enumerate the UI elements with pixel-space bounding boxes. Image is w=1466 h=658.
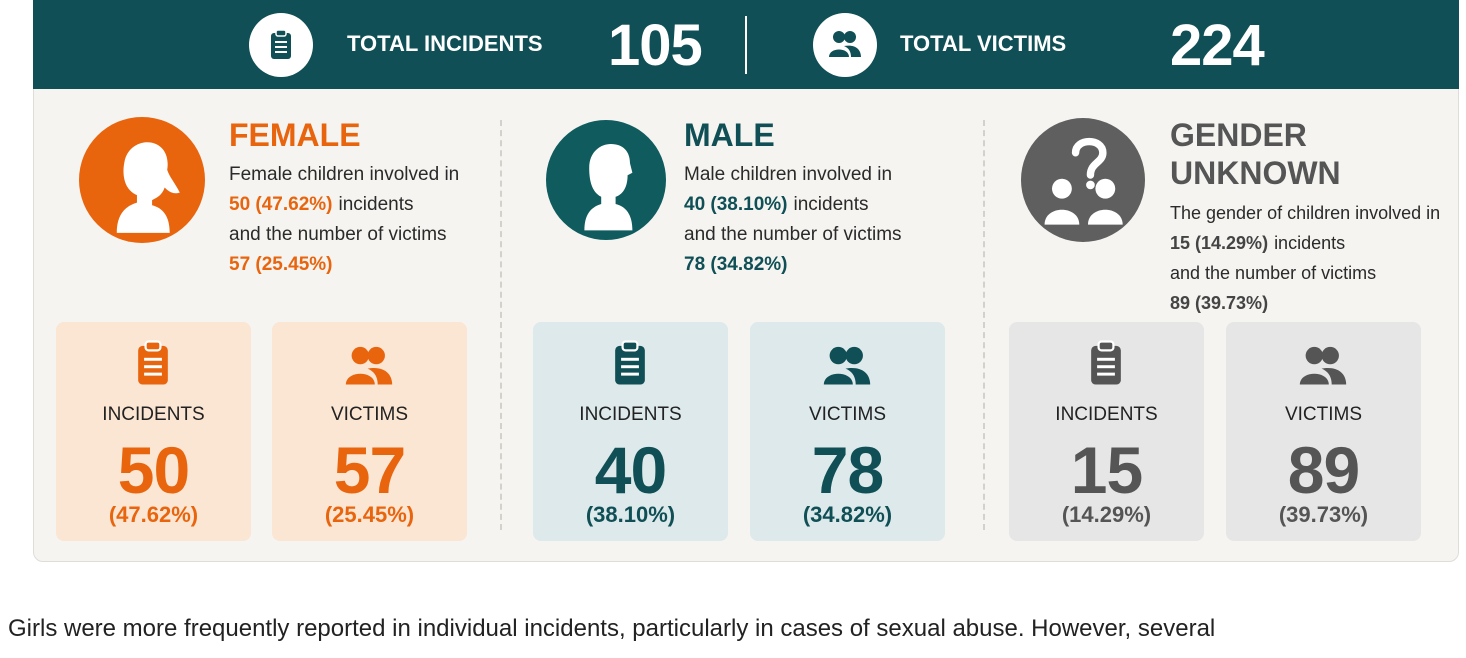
card-count: 57 xyxy=(272,432,467,508)
description-text: incidents xyxy=(794,194,869,215)
stat-card: VICTIMS 57(25.45%) xyxy=(272,322,467,541)
description-text: and the number of victims xyxy=(229,220,459,250)
stat-card: INCIDENTS 40(38.10%) xyxy=(533,322,728,541)
incidents-figure: 40 (38.10%) xyxy=(684,194,788,215)
card-percent: (34.82%) xyxy=(750,502,945,528)
card-count: 89 xyxy=(1226,432,1421,508)
card-percent: (25.45%) xyxy=(272,502,467,528)
page: {"header": {"total_incidents": {"label":… xyxy=(0,0,1466,658)
group-icon xyxy=(1021,118,1145,242)
group-icon xyxy=(79,117,205,243)
card-icon xyxy=(135,340,171,386)
card-percent: (38.10%) xyxy=(533,502,728,528)
card-label: VICTIMS xyxy=(1226,404,1421,426)
victims-icon xyxy=(813,13,877,77)
group-icon xyxy=(546,120,666,240)
card-icon xyxy=(822,344,872,386)
card-percent: (14.29%) xyxy=(1009,502,1204,528)
description-line: 50 (47.62%) incidents xyxy=(229,190,459,220)
group-title: GENDER xyxy=(1170,116,1307,154)
card-count: 15 xyxy=(1009,432,1204,508)
stat-card: VICTIMS 89(39.73%) xyxy=(1226,322,1421,541)
card-icon xyxy=(1298,344,1348,386)
group-description: Male children involved in 40 (38.10%) inci… xyxy=(684,160,902,280)
header-divider xyxy=(745,16,747,74)
incidents-figure: 15 (14.29%) xyxy=(1170,233,1268,253)
body-text: Girls were more frequently reported in i… xyxy=(8,615,1215,643)
total-victims-label: TOTAL VICTIMS xyxy=(900,31,1066,57)
total-incidents-value: 105 xyxy=(608,12,702,79)
total-incidents-label: TOTAL INCIDENTS xyxy=(347,31,543,57)
description-line: 15 (14.29%) incidents xyxy=(1170,228,1440,258)
description-lead: Female children involved in xyxy=(229,160,459,190)
card-label: INCIDENTS xyxy=(1009,404,1204,426)
description-lead: Male children involved in xyxy=(684,160,902,190)
card-icon xyxy=(612,340,648,386)
section-divider xyxy=(983,120,985,530)
group-title: FEMALE xyxy=(229,116,361,154)
group-title: UNKNOWN xyxy=(1170,154,1341,192)
incidents-icon xyxy=(249,13,313,77)
group-description: Female children involved in 50 (47.62%) in… xyxy=(229,160,459,280)
victims-figure: 89 (39.73%) xyxy=(1170,288,1440,318)
section-divider xyxy=(500,120,502,530)
stat-card: VICTIMS 78(34.82%) xyxy=(750,322,945,541)
card-percent: (39.73%) xyxy=(1226,502,1421,528)
victims-figure: 78 (34.82%) xyxy=(684,250,902,280)
card-label: VICTIMS xyxy=(750,404,945,426)
stat-card: INCIDENTS 50(47.62%) xyxy=(56,322,251,541)
description-lead: The gender of children involved in xyxy=(1170,198,1440,228)
card-percent: (47.62%) xyxy=(56,502,251,528)
total-victims-value: 224 xyxy=(1170,12,1264,79)
description-line: 40 (38.10%) incidents xyxy=(684,190,902,220)
card-icon xyxy=(1088,340,1124,386)
card-count: 50 xyxy=(56,432,251,508)
description-text: and the number of victims xyxy=(684,220,902,250)
stat-card: INCIDENTS 15(14.29%) xyxy=(1009,322,1204,541)
card-icon xyxy=(344,344,394,386)
group-title: MALE xyxy=(684,116,775,154)
card-label: INCIDENTS xyxy=(56,404,251,426)
card-label: VICTIMS xyxy=(272,404,467,426)
description-text: incidents xyxy=(339,194,414,215)
incidents-figure: 50 (47.62%) xyxy=(229,194,333,215)
description-text: and the number of victims xyxy=(1170,258,1440,288)
card-count: 40 xyxy=(533,432,728,508)
card-label: INCIDENTS xyxy=(533,404,728,426)
description-text: incidents xyxy=(1274,233,1345,253)
card-count: 78 xyxy=(750,432,945,508)
victims-figure: 57 (25.45%) xyxy=(229,250,459,280)
